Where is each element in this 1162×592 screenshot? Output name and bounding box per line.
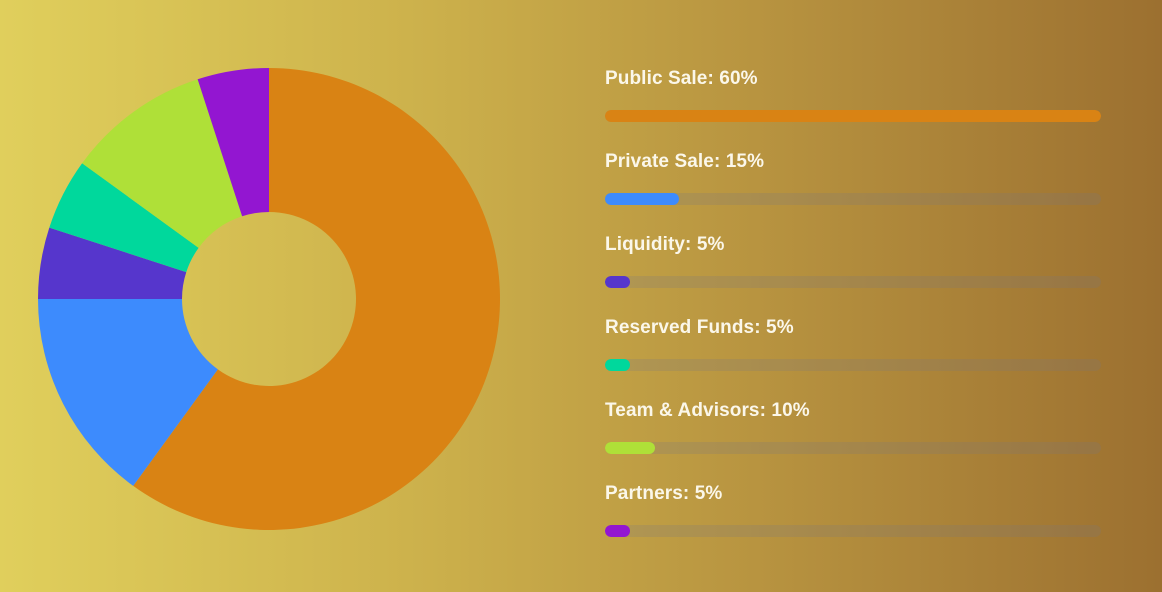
donut-segment-liquidity: [38, 227, 187, 299]
legend-item-partners: Partners: 5%: [605, 481, 1101, 564]
donut-segment-private-sale: [38, 299, 218, 486]
legend-label: Public Sale: 60%: [605, 68, 758, 89]
legend-label: Private Sale: 15%: [605, 151, 765, 172]
legend-item-private-sale: Private Sale: 15%: [605, 149, 1101, 232]
progress-track: [605, 276, 1101, 288]
allocation-donut-chart: [38, 68, 501, 531]
progress-fill: [605, 525, 630, 537]
legend-item-team-advisors: Team & Advisors: 10%: [605, 398, 1101, 481]
legend-label: Reserved Funds: 5%: [605, 317, 794, 338]
allocation-legend: Public Sale: 60% Private Sale: 15% Liqui…: [605, 66, 1101, 564]
donut-segment-partners: [197, 68, 269, 217]
donut-segment-team-advisors: [82, 79, 243, 248]
progress-track: [605, 193, 1101, 205]
progress-track: [605, 525, 1101, 537]
progress-track: [605, 442, 1101, 454]
legend-item-liquidity: Liquidity: 5%: [605, 232, 1101, 315]
progress-fill: [605, 110, 1101, 122]
progress-fill: [605, 276, 630, 288]
progress-fill: [605, 359, 630, 371]
progress-fill: [605, 442, 655, 454]
progress-fill: [605, 193, 680, 205]
legend-label: Liquidity: 5%: [605, 234, 725, 255]
progress-track: [605, 110, 1101, 122]
donut-segment-public-sale: [133, 68, 501, 531]
legend-label: Team & Advisors: 10%: [605, 400, 810, 421]
legend-item-reserved-funds: Reserved Funds: 5%: [605, 315, 1101, 398]
donut-segment-reserved-funds: [49, 163, 199, 273]
legend-label: Partners: 5%: [605, 483, 723, 504]
progress-track: [605, 359, 1101, 371]
legend-item-public-sale: Public Sale: 60%: [605, 66, 1101, 149]
